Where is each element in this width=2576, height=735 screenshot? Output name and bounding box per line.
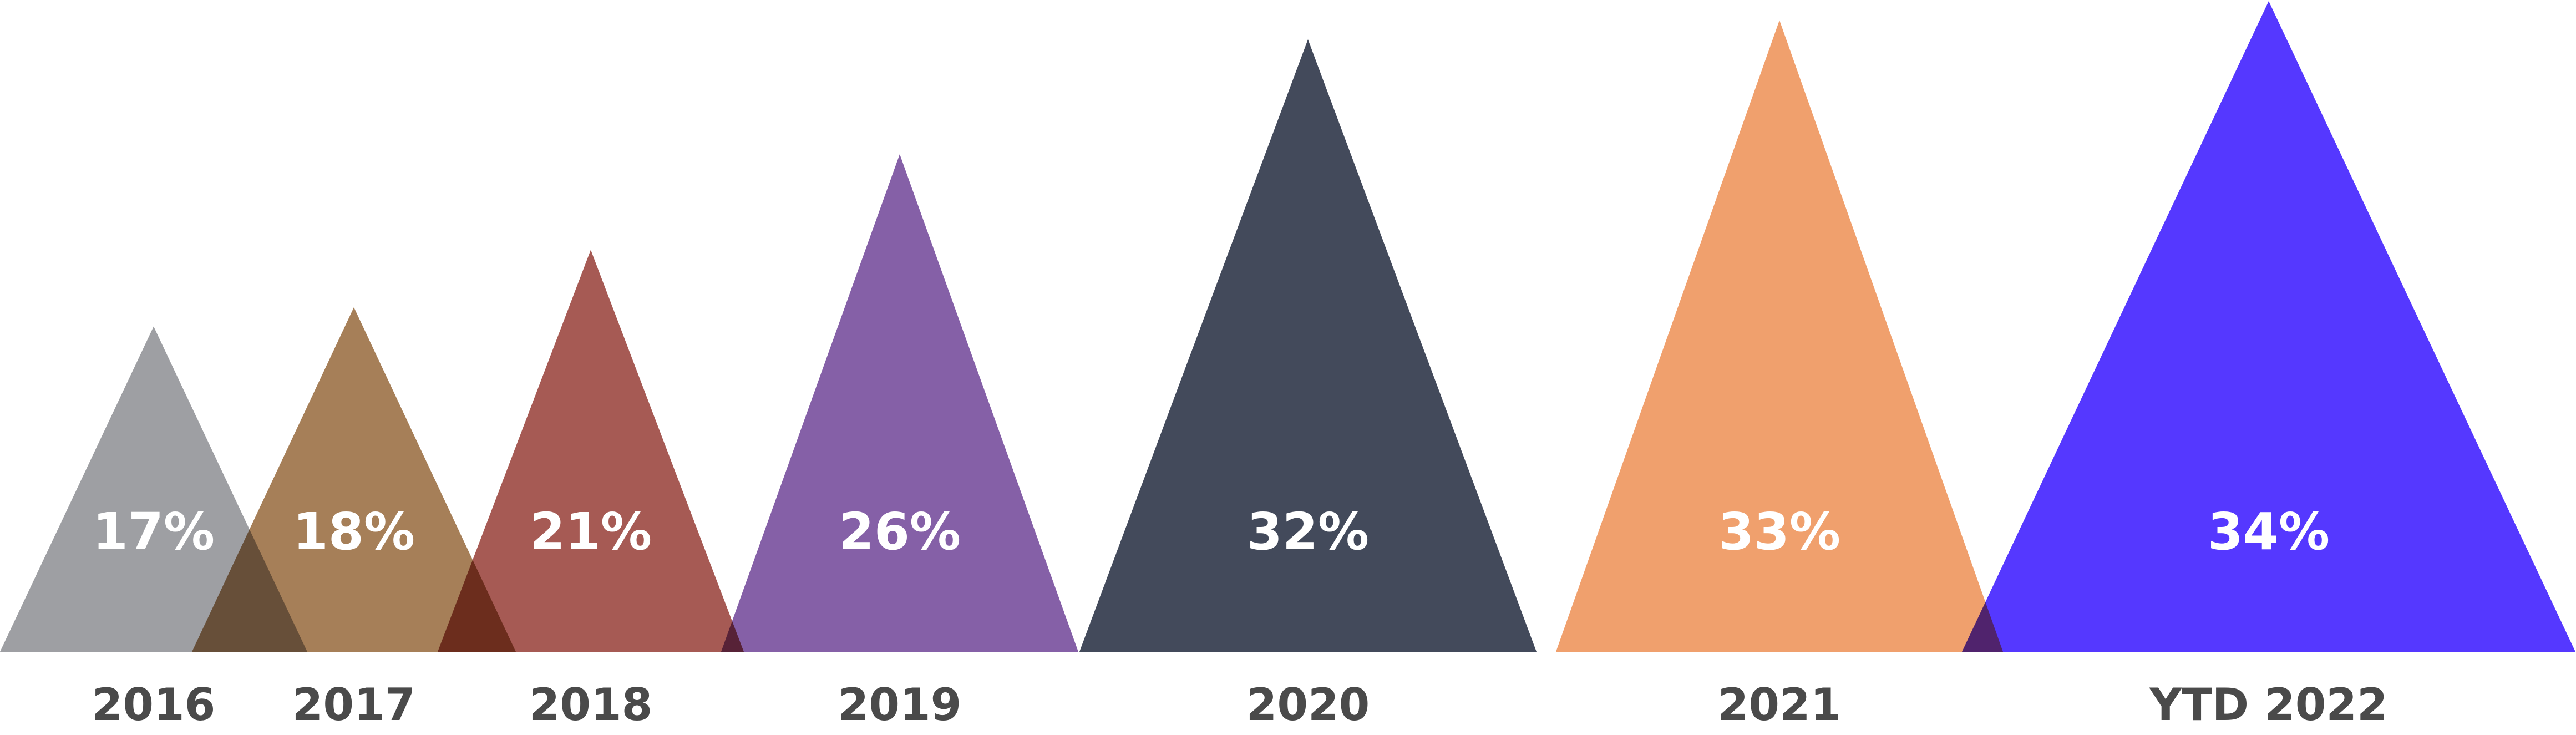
triangle-mark-2020 xyxy=(1079,39,1537,652)
triangle-mark-2021 xyxy=(1556,20,2003,652)
category-label: 2017 xyxy=(292,679,416,731)
triangle-mark-2019 xyxy=(721,154,1078,652)
triangle-mark-ytd-2022 xyxy=(1962,1,2575,652)
triangle-mark-2018 xyxy=(438,250,744,652)
category-label: 2020 xyxy=(1246,679,1370,731)
value-label: 33% xyxy=(1718,502,1840,561)
category-label: 2018 xyxy=(529,679,653,731)
value-label: 34% xyxy=(2208,502,2330,561)
value-label: 18% xyxy=(293,502,415,561)
value-label: 26% xyxy=(839,502,961,561)
category-label: 2019 xyxy=(838,679,962,731)
category-labels: 2016 2017 2018 2019 2020 2021 YTD 2022 xyxy=(92,679,2388,731)
value-labels: 17% 18% 21% 26% 32% 33% 34% xyxy=(93,502,2330,561)
value-label: 21% xyxy=(530,502,652,561)
value-label: 17% xyxy=(93,502,215,561)
category-label: 2021 xyxy=(1718,679,1842,731)
triangle-mark-2017 xyxy=(192,307,516,652)
category-label: 2016 xyxy=(92,679,216,731)
chart-marks xyxy=(0,1,2575,652)
value-label: 32% xyxy=(1247,502,1369,561)
category-label: YTD 2022 xyxy=(2149,679,2387,731)
